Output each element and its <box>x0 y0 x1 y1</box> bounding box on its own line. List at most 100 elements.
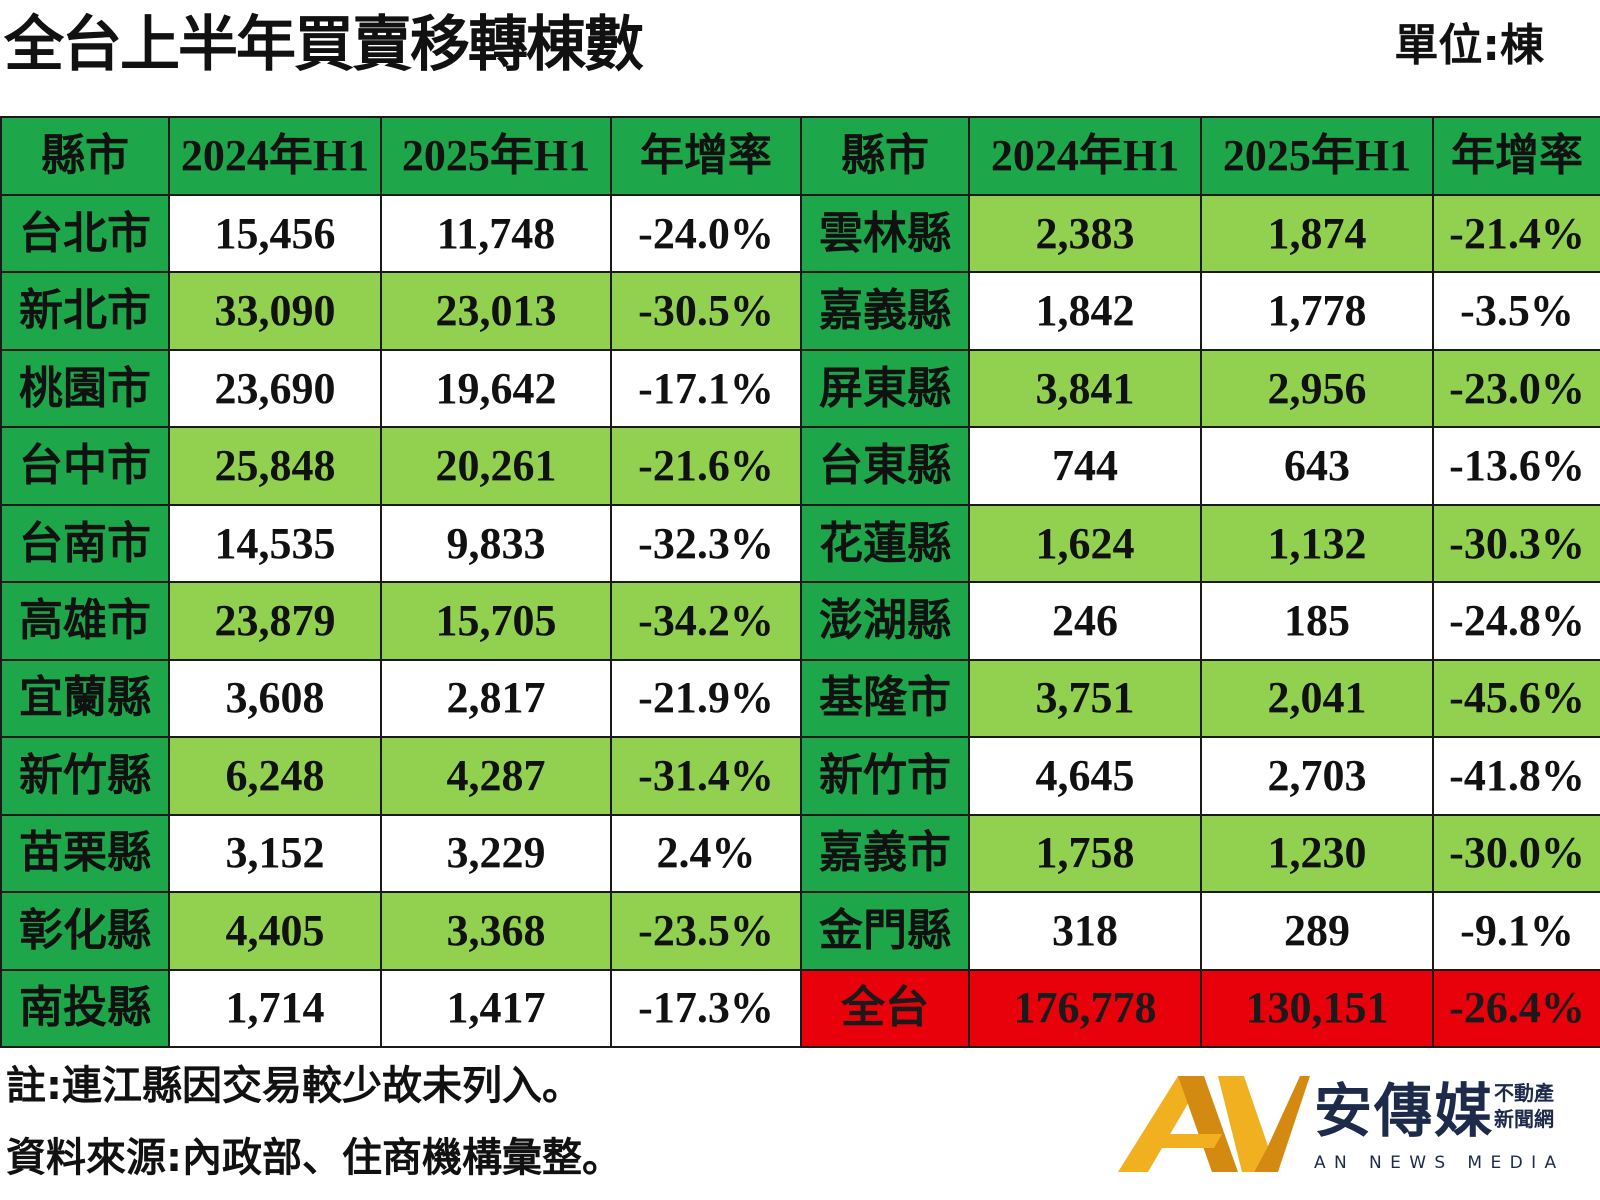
growth-cell: -41.8% <box>1432 736 1600 816</box>
value-2024-cell: 2,383 <box>968 193 1202 274</box>
region-cell: 南投縣 <box>0 968 170 1049</box>
growth-cell: -23.5% <box>610 891 802 971</box>
growth-cell: -3.5% <box>1432 271 1600 351</box>
value-2024-cell: 23,690 <box>168 348 382 429</box>
region-cell: 苗栗縣 <box>0 813 170 894</box>
page-title: 全台上半年買賣移轉棟數 <box>4 10 644 80</box>
growth-cell: -21.6% <box>610 426 802 506</box>
growth-cell: -30.3% <box>1432 503 1600 584</box>
table-row: 高雄市 23,879 15,705 -34.2% 澎湖縣 246 185 -24… <box>0 581 1600 661</box>
region-cell: 新竹縣 <box>0 736 170 816</box>
region-cell: 嘉義縣 <box>800 271 970 351</box>
table-header-row: 縣市 2024年H1 2025年H1 年增率 縣市 2024年H1 2025年H… <box>0 116 1600 196</box>
header-2024-left: 2024年H1 <box>168 116 382 196</box>
value-2025-cell: 3,368 <box>380 891 612 971</box>
value-2025-cell: 1,417 <box>380 968 612 1049</box>
value-2025-cell: 2,817 <box>380 658 612 739</box>
value-2025-cell: 2,703 <box>1200 736 1434 816</box>
region-cell: 花蓮縣 <box>800 503 970 584</box>
value-2024-cell: 246 <box>968 581 1202 661</box>
total-growth-cell: -26.4% <box>1432 968 1600 1049</box>
table-row: 台中市 25,848 20,261 -21.6% 台東縣 744 643 -13… <box>0 426 1600 506</box>
growth-cell: -13.6% <box>1432 426 1600 506</box>
region-cell: 嘉義市 <box>800 813 970 894</box>
region-cell: 金門縣 <box>800 891 970 971</box>
value-2025-cell: 20,261 <box>380 426 612 506</box>
region-cell: 桃園市 <box>0 348 170 429</box>
value-2025-cell: 289 <box>1200 891 1434 971</box>
growth-cell: -17.3% <box>610 968 802 1049</box>
region-cell: 新竹市 <box>800 736 970 816</box>
logo-subtitle-line2: 新聞網 <box>1494 1107 1554 1131</box>
region-cell: 台東縣 <box>800 426 970 506</box>
value-2025-cell: 15,705 <box>380 581 612 661</box>
value-2024-cell: 23,879 <box>168 581 382 661</box>
transfer-table: 縣市 2024年H1 2025年H1 年增率 縣市 2024年H1 2025年H… <box>0 116 1600 1049</box>
footnote: 註:連江縣因交易較少故未列入。 <box>6 1063 582 1109</box>
table-row: 新竹縣 6,248 4,287 -31.4% 新竹市 4,645 2,703 -… <box>0 736 1600 816</box>
value-2024-cell: 1,758 <box>968 813 1202 894</box>
region-cell: 台南市 <box>0 503 170 584</box>
header-growth-right: 年增率 <box>1432 116 1600 196</box>
header-growth-left: 年增率 <box>610 116 802 196</box>
value-2025-cell: 2,041 <box>1200 658 1434 739</box>
table-row: 台北市 15,456 11,748 -24.0% 雲林縣 2,383 1,874… <box>0 193 1600 274</box>
value-2025-cell: 19,642 <box>380 348 612 429</box>
value-2024-cell: 3,608 <box>168 658 382 739</box>
table-row: 新北市 33,090 23,013 -30.5% 嘉義縣 1,842 1,778… <box>0 271 1600 351</box>
region-cell: 新北市 <box>0 271 170 351</box>
value-2025-cell: 1,874 <box>1200 193 1434 274</box>
growth-cell: -30.5% <box>610 271 802 351</box>
growth-cell: -9.1% <box>1432 891 1600 971</box>
region-cell: 澎湖縣 <box>800 581 970 661</box>
region-cell: 彰化縣 <box>0 891 170 971</box>
region-cell: 台北市 <box>0 193 170 274</box>
value-2024-cell: 33,090 <box>168 271 382 351</box>
growth-cell: -30.0% <box>1432 813 1600 894</box>
value-2024-cell: 4,645 <box>968 736 1202 816</box>
table-row: 彰化縣 4,405 3,368 -23.5% 金門縣 318 289 -9.1% <box>0 891 1600 971</box>
growth-cell: -21.9% <box>610 658 802 739</box>
unit-label: 單位:棟 <box>1394 20 1544 71</box>
value-2025-cell: 23,013 <box>380 271 612 351</box>
value-2025-cell: 1,778 <box>1200 271 1434 351</box>
header-region-left: 縣市 <box>0 116 170 196</box>
value-2024-cell: 25,848 <box>168 426 382 506</box>
value-2025-cell: 2,956 <box>1200 348 1434 429</box>
value-2024-cell: 14,535 <box>168 503 382 584</box>
value-2025-cell: 643 <box>1200 426 1434 506</box>
growth-cell: -34.2% <box>610 581 802 661</box>
growth-cell: -21.4% <box>1432 193 1600 274</box>
brand-logo: 安傳媒 不動產 新聞網 AN NEWS MEDIA <box>1118 1076 1588 1176</box>
logo-name: 安傳媒 <box>1314 1077 1495 1145</box>
source-note: 資料來源:內政部、住商機構彙整。 <box>6 1135 622 1181</box>
value-2024-cell: 4,405 <box>168 891 382 971</box>
value-2025-cell: 9,833 <box>380 503 612 584</box>
table-row: 苗栗縣 3,152 3,229 2.4% 嘉義市 1,758 1,230 -30… <box>0 813 1600 894</box>
total-region-cell: 全台 <box>800 968 970 1049</box>
region-cell: 屏東縣 <box>800 348 970 429</box>
total-2025-cell: 130,151 <box>1200 968 1434 1049</box>
logo-subtitle: 不動產 新聞網 <box>1494 1080 1584 1132</box>
logo-english: AN NEWS MEDIA <box>1314 1153 1565 1173</box>
value-2025-cell: 3,229 <box>380 813 612 894</box>
header-2025-right: 2025年H1 <box>1200 116 1434 196</box>
growth-cell: -24.8% <box>1432 581 1600 661</box>
region-cell: 基隆市 <box>800 658 970 739</box>
growth-cell: -32.3% <box>610 503 802 584</box>
value-2024-cell: 1,714 <box>168 968 382 1049</box>
an-logo-icon <box>1118 1076 1310 1172</box>
value-2024-cell: 744 <box>968 426 1202 506</box>
table-row: 南投縣 1,714 1,417 -17.3% 全台 176,778 130,15… <box>0 968 1600 1049</box>
growth-cell: -23.0% <box>1432 348 1600 429</box>
value-2024-cell: 3,152 <box>168 813 382 894</box>
table-row: 台南市 14,535 9,833 -32.3% 花蓮縣 1,624 1,132 … <box>0 503 1600 584</box>
table-row: 宜蘭縣 3,608 2,817 -21.9% 基隆市 3,751 2,041 -… <box>0 658 1600 739</box>
header-2024-right: 2024年H1 <box>968 116 1202 196</box>
value-2025-cell: 4,287 <box>380 736 612 816</box>
region-cell: 宜蘭縣 <box>0 658 170 739</box>
value-2024-cell: 15,456 <box>168 193 382 274</box>
growth-cell: -24.0% <box>610 193 802 274</box>
growth-cell: 2.4% <box>610 813 802 894</box>
total-2024-cell: 176,778 <box>968 968 1202 1049</box>
